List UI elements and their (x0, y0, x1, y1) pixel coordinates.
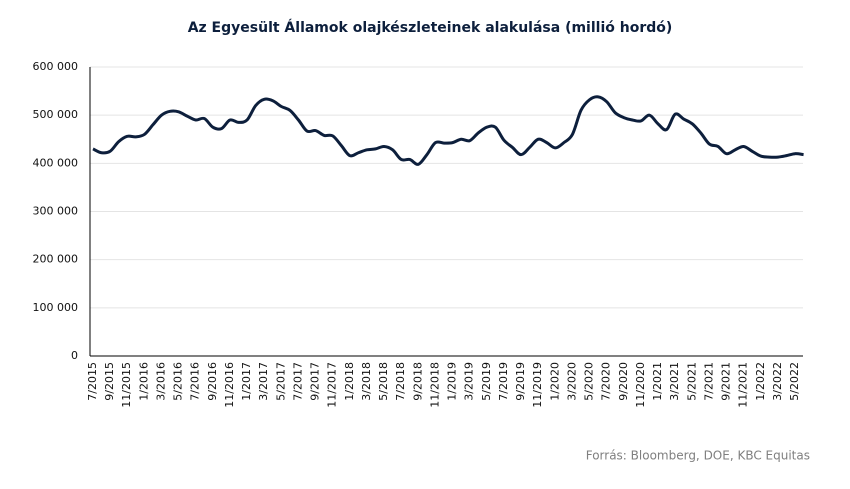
x-tick-label: 5/2021 (685, 362, 698, 401)
x-tick-label: 5/2017 (274, 362, 287, 401)
x-tick-label: 5/2020 (583, 362, 596, 401)
y-tick-label: 200 000 (33, 253, 79, 266)
x-tick-label: 11/2015 (120, 362, 133, 408)
y-tick-label: 500 000 (33, 108, 79, 121)
x-tick-label: 1/2017 (240, 362, 253, 401)
x-tick-label: 7/2016 (189, 362, 202, 401)
x-tick-label: 5/2016 (172, 362, 185, 401)
y-tick-label: 100 000 (33, 301, 79, 314)
x-tick-label: 9/2019 (514, 362, 527, 401)
x-tick-label: 11/2019 (531, 362, 544, 408)
x-tick-label: 11/2020 (634, 362, 647, 408)
x-tick-label: 9/2016 (206, 362, 219, 401)
y-tick-label: 600 000 (33, 60, 79, 73)
x-tick-label: 7/2017 (291, 362, 304, 401)
x-tick-label: 3/2016 (154, 362, 167, 401)
source: Forrás: Bloomberg, DOE, KBC Equitas (586, 449, 810, 463)
y-tick-label: 300 000 (33, 205, 79, 218)
x-tick-label: 7/2015 (86, 362, 99, 401)
x-tick-label: 3/2022 (771, 362, 784, 401)
x-tick-label: 9/2018 (411, 362, 424, 401)
x-tick-label: 1/2022 (754, 362, 767, 401)
x-tick-label: 1/2018 (343, 362, 356, 401)
x-tick-label: 1/2019 (446, 362, 459, 401)
x-tick-label: 9/2021 (720, 362, 733, 401)
x-tick-label: 7/2021 (702, 362, 715, 401)
x-tick-label: 5/2022 (788, 362, 801, 401)
line (92, 95, 804, 166)
x-tick-label: 7/2019 (497, 362, 510, 401)
x-tick-label: 5/2019 (480, 362, 493, 401)
x-tick-label: 5/2018 (377, 362, 390, 401)
y-tick-label: 0 (71, 349, 78, 362)
x-tick-label: 3/2017 (257, 362, 270, 401)
x-tick-label: 9/2020 (617, 362, 630, 401)
y-tick-label: 400 000 (33, 156, 79, 169)
x-tick-label: 3/2018 (360, 362, 373, 401)
x-tick-label: 11/2018 (428, 362, 441, 408)
x-tick-label: 3/2019 (463, 362, 476, 401)
x-tick-label: 1/2016 (137, 362, 150, 401)
x-tick-label: 11/2021 (737, 362, 750, 408)
x-tick-label: 9/2015 (103, 362, 116, 401)
x-tick-label: 7/2018 (394, 362, 407, 401)
x-tick-label: 7/2020 (600, 362, 613, 401)
x-tick-label: 9/2017 (309, 362, 322, 401)
chart-title: Az Egyesült Államok olajkészleteinek ala… (188, 19, 673, 36)
x-tick-label: 3/2020 (565, 362, 578, 401)
x-tick-label: 11/2017 (326, 362, 339, 408)
x-tick-label: 3/2021 (668, 362, 681, 401)
x-tick-label: 1/2021 (651, 362, 664, 401)
x-tick-label: 11/2016 (223, 362, 236, 408)
x-tick-label: 1/2020 (548, 362, 561, 401)
